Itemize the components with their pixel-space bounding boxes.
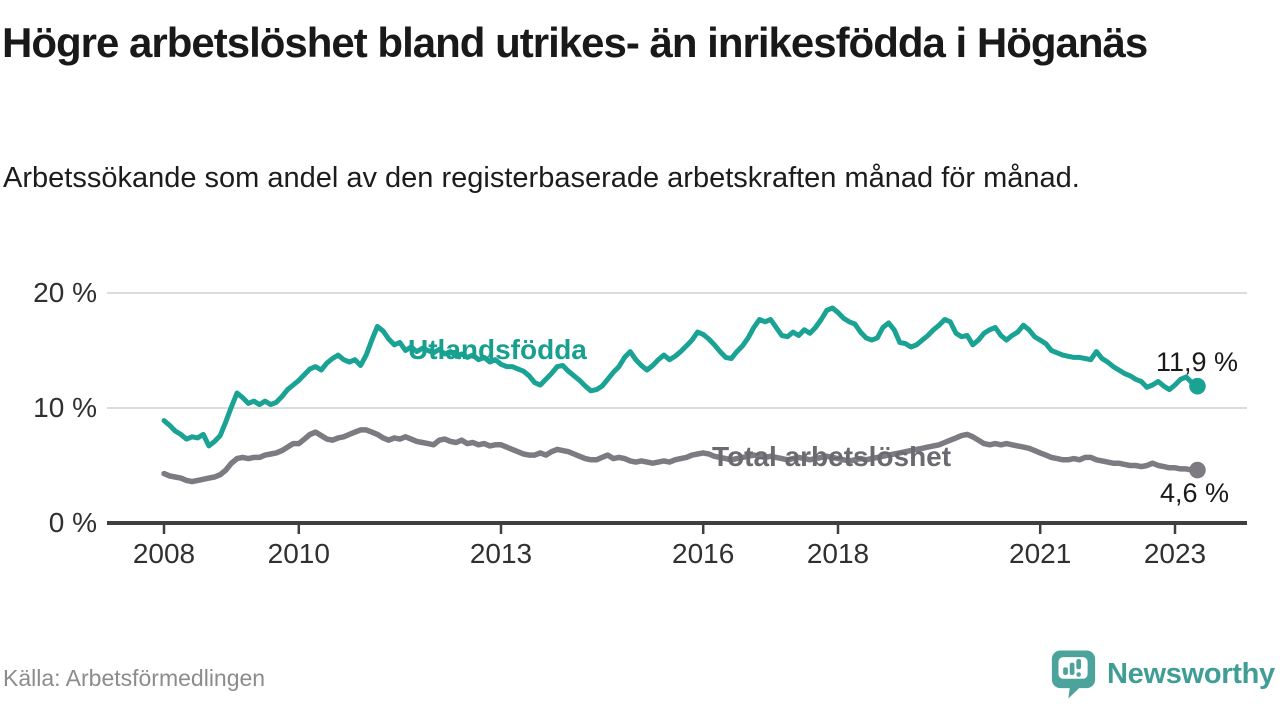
speech-bubble-bar-chart-icon (1051, 650, 1096, 699)
brand-name: Newsworthy (1107, 658, 1275, 690)
series-end-dot-0 (1189, 377, 1206, 395)
series-lines (161, 305, 1201, 485)
series-label-utlandsfodda: Utlandsfödda (408, 334, 587, 365)
series-line-1 (161, 427, 1201, 485)
y-tick-label: 0 % (48, 507, 97, 538)
x-tick-label: 2008 (132, 538, 196, 569)
series-line-0 (161, 305, 1200, 449)
x-tick-label: 2018 (806, 538, 870, 569)
brand-lockup: Newsworthy (1050, 648, 1275, 700)
x-tick-label: 2021 (1009, 538, 1072, 569)
x-tick-label: 2023 (1143, 538, 1207, 569)
gridlines (107, 292, 1247, 409)
series-end-dots (1189, 377, 1206, 479)
end-value-label-utlandsfodda: 11,9 % (1156, 347, 1239, 377)
y-tick-label: 20 % (33, 277, 97, 308)
source-caption: Källa: Arbetsförmedlingen (3, 665, 266, 691)
end-value-label-total: 4,6 % (1160, 478, 1230, 508)
x-tick-label: 2013 (469, 538, 533, 569)
page-title: Högre arbetslöshet bland utrikes- än inr… (2, 19, 1148, 66)
x-tick-label: 2016 (672, 538, 735, 569)
x-axis (107, 521, 1247, 534)
series-label-total-arbetsloshet: Total arbetslöshet (712, 441, 952, 472)
series-end-dot-1 (1189, 461, 1206, 479)
y-tick-label: 10 % (33, 392, 97, 423)
chart-subtitle: Arbetssökande som andel av den registerb… (3, 162, 1080, 194)
x-tick-label: 2010 (267, 538, 330, 569)
